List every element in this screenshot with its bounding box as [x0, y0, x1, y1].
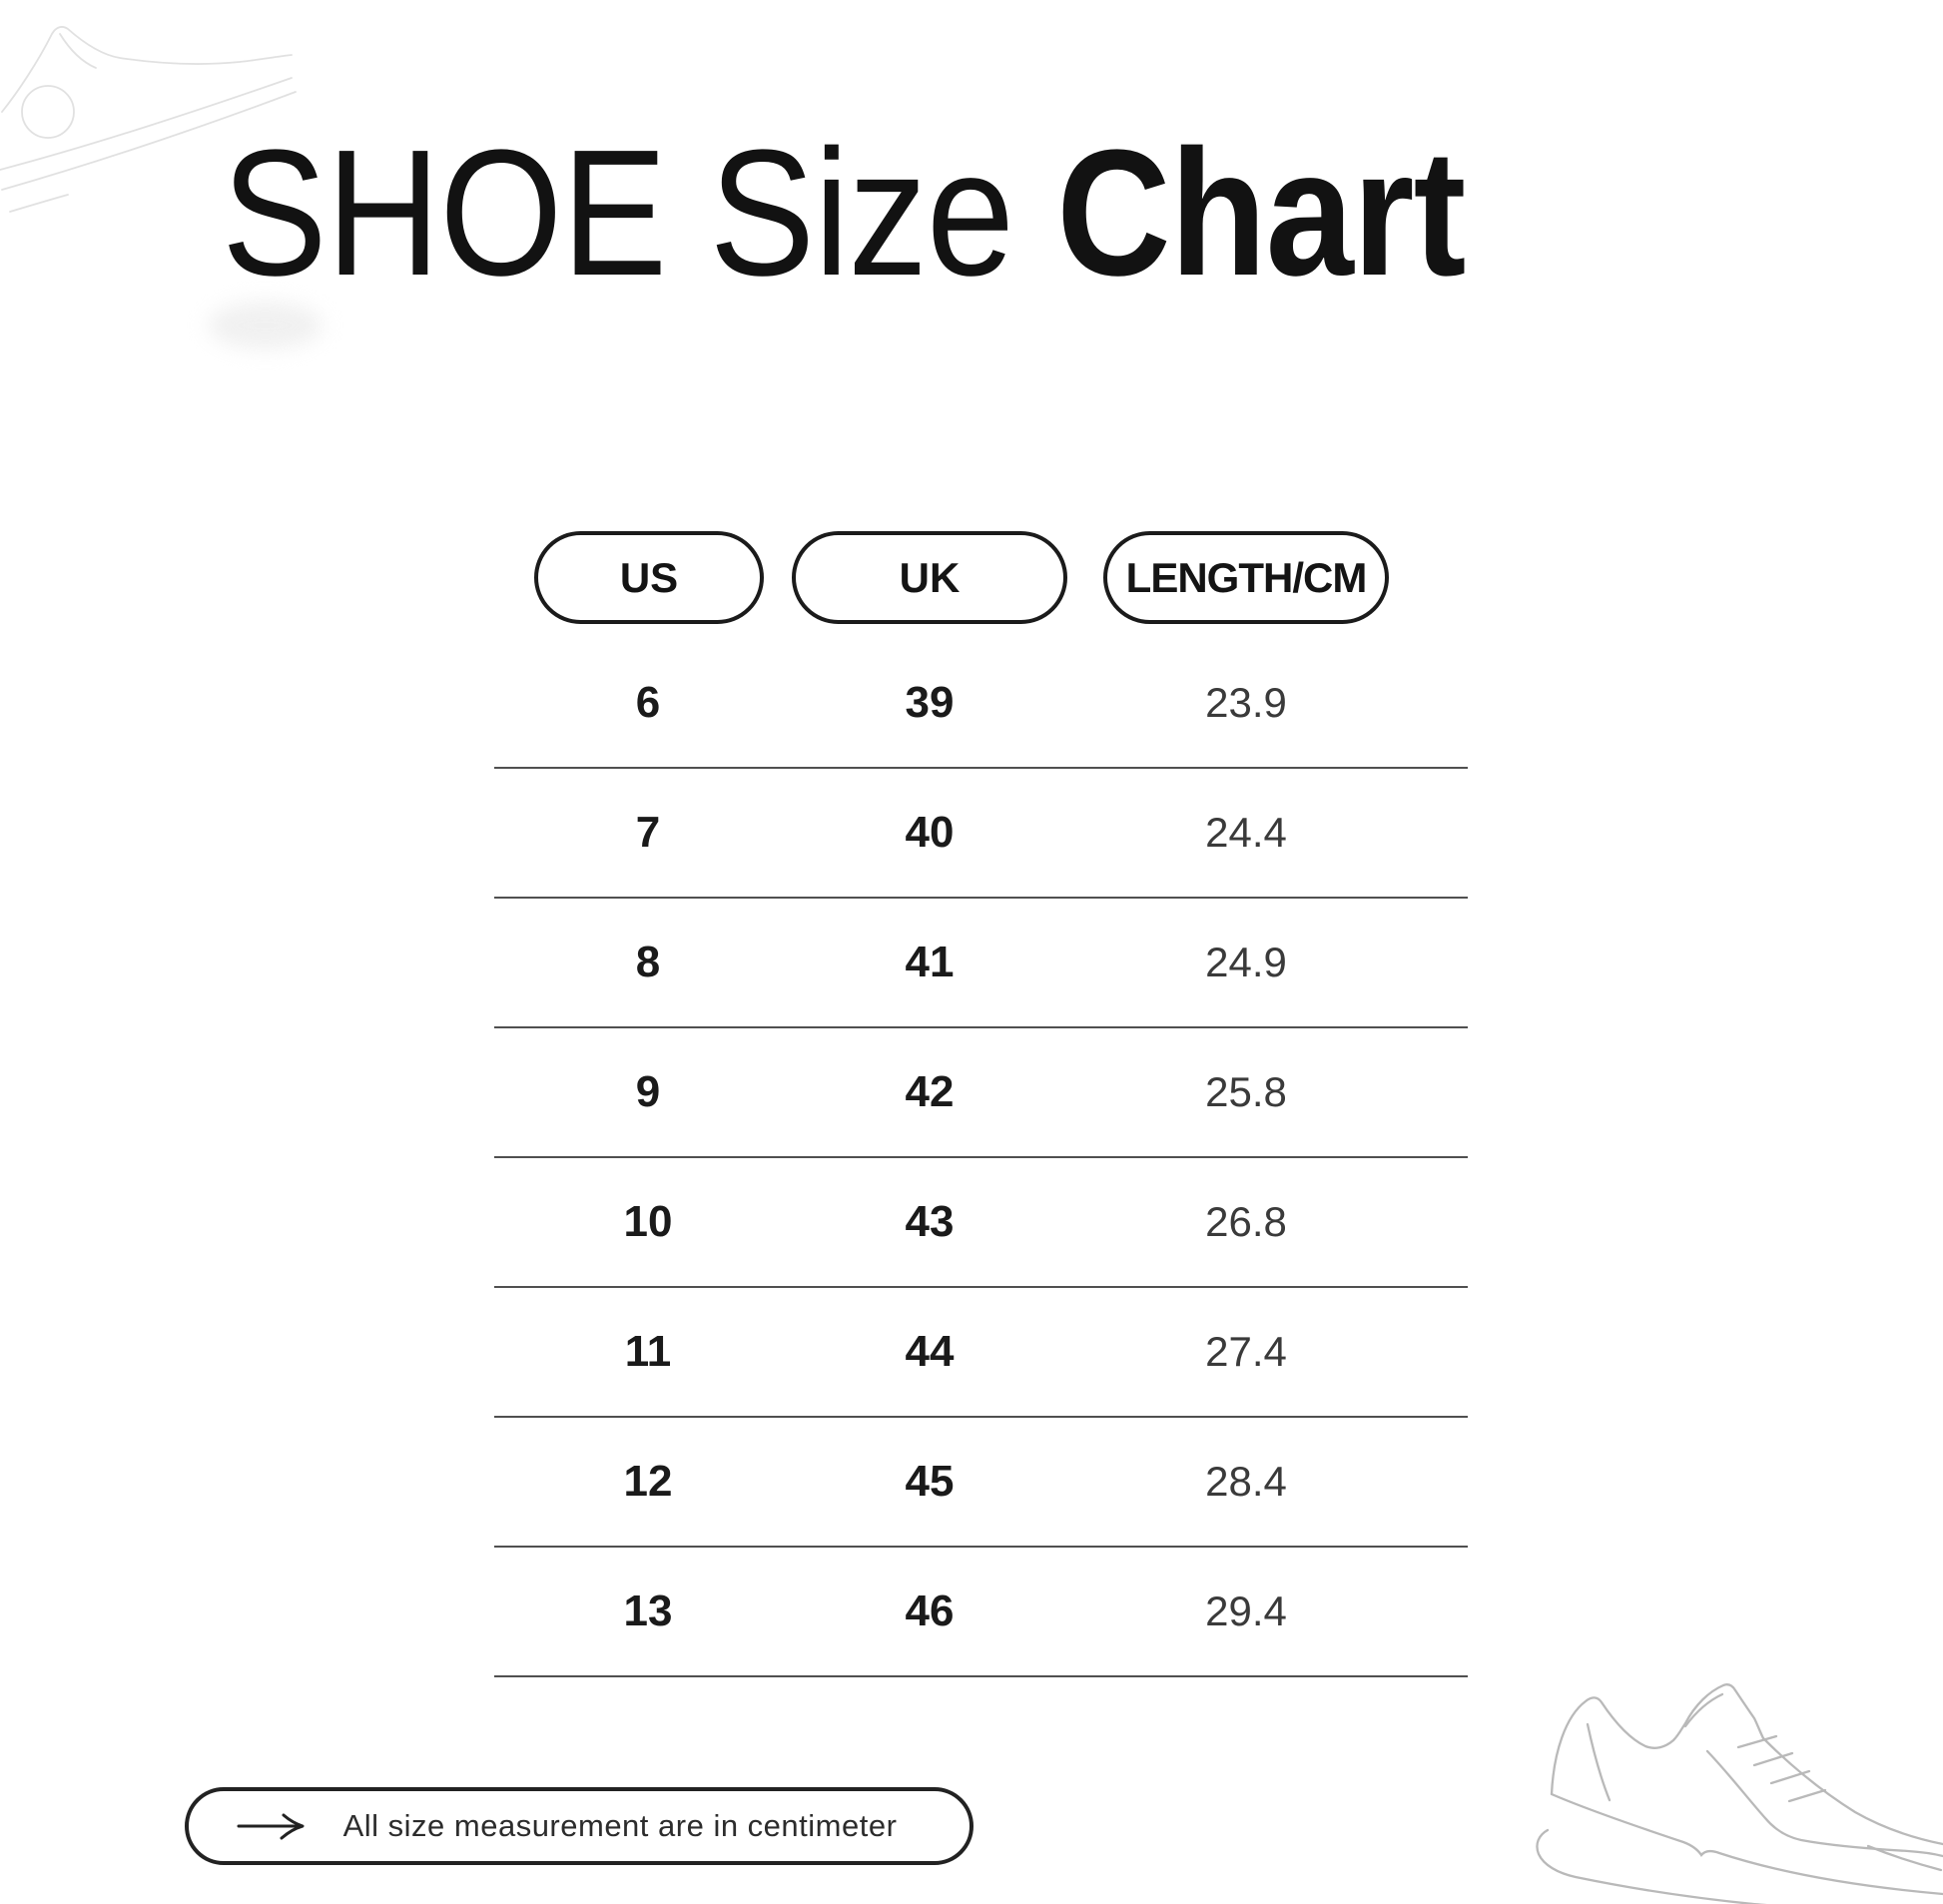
- us-size-value: 7: [635, 808, 661, 857]
- length-cm-value: 27.4: [1205, 1328, 1287, 1375]
- size-table: 6 39 23.9 7 40 24.4 8 41 24.9 9 42 25.8 …: [494, 639, 1468, 1677]
- paper-smudge: [208, 302, 323, 349]
- us-size-value: 10: [623, 1197, 673, 1246]
- length-cm-value: 24.4: [1205, 809, 1287, 856]
- us-size-value: 9: [635, 1067, 661, 1116]
- us-size-value: 6: [635, 678, 661, 727]
- column-header-uk-label: UK: [899, 553, 961, 601]
- us-size-value: 11: [624, 1327, 672, 1376]
- uk-size-value: 40: [905, 808, 955, 857]
- right-arrow-icon: [237, 1813, 305, 1840]
- uk-size-value: 42: [905, 1067, 955, 1116]
- measurement-note-text: All size measurement are in centimeter: [342, 1808, 898, 1843]
- table-row: 12 45 28.4: [494, 1418, 1468, 1548]
- table-row: 8 41 24.9: [494, 899, 1468, 1028]
- us-size-value: 8: [635, 938, 661, 986]
- us-size-value: 13: [623, 1587, 673, 1635]
- uk-size-value: 46: [905, 1587, 955, 1635]
- page-title: SHOE Size Chart: [222, 124, 1466, 304]
- column-header-length-cm: LENGTH/CM: [1103, 531, 1389, 624]
- length-cm-value: 29.4: [1205, 1587, 1287, 1634]
- length-cm-value: 23.9: [1205, 679, 1287, 726]
- column-header-length-cm-label: LENGTH/CM: [1125, 553, 1368, 601]
- length-cm-value: 24.9: [1205, 939, 1287, 985]
- length-cm-value: 25.8: [1205, 1068, 1287, 1115]
- us-size-value: 12: [623, 1457, 673, 1506]
- table-row: 6 39 23.9: [494, 639, 1468, 769]
- table-row: 13 46 29.4: [494, 1548, 1468, 1677]
- column-header-us: US: [534, 531, 764, 624]
- uk-size-value: 39: [905, 678, 955, 727]
- sneaker-outline-faint-icon: [0, 26, 297, 213]
- uk-size-value: 43: [905, 1197, 955, 1246]
- table-row: 7 40 24.4: [494, 769, 1468, 899]
- title-bold-part: Chart: [1056, 113, 1466, 314]
- uk-size-value: 45: [905, 1457, 955, 1506]
- table-row: 10 43 26.8: [494, 1158, 1468, 1288]
- table-row: 9 42 25.8: [494, 1028, 1468, 1158]
- sneaker-outline-icon: [1536, 1683, 1943, 1904]
- uk-size-value: 44: [905, 1327, 955, 1376]
- length-cm-value: 28.4: [1205, 1458, 1287, 1505]
- column-header-uk: UK: [792, 531, 1067, 624]
- uk-size-value: 41: [905, 938, 955, 986]
- title-regular-part: SHOE Size: [222, 113, 1057, 314]
- table-row: 11 44 27.4: [494, 1288, 1468, 1418]
- measurement-note: All size measurement are in centimeter: [185, 1787, 973, 1865]
- length-cm-value: 26.8: [1205, 1198, 1287, 1245]
- column-header-us-label: US: [619, 553, 679, 601]
